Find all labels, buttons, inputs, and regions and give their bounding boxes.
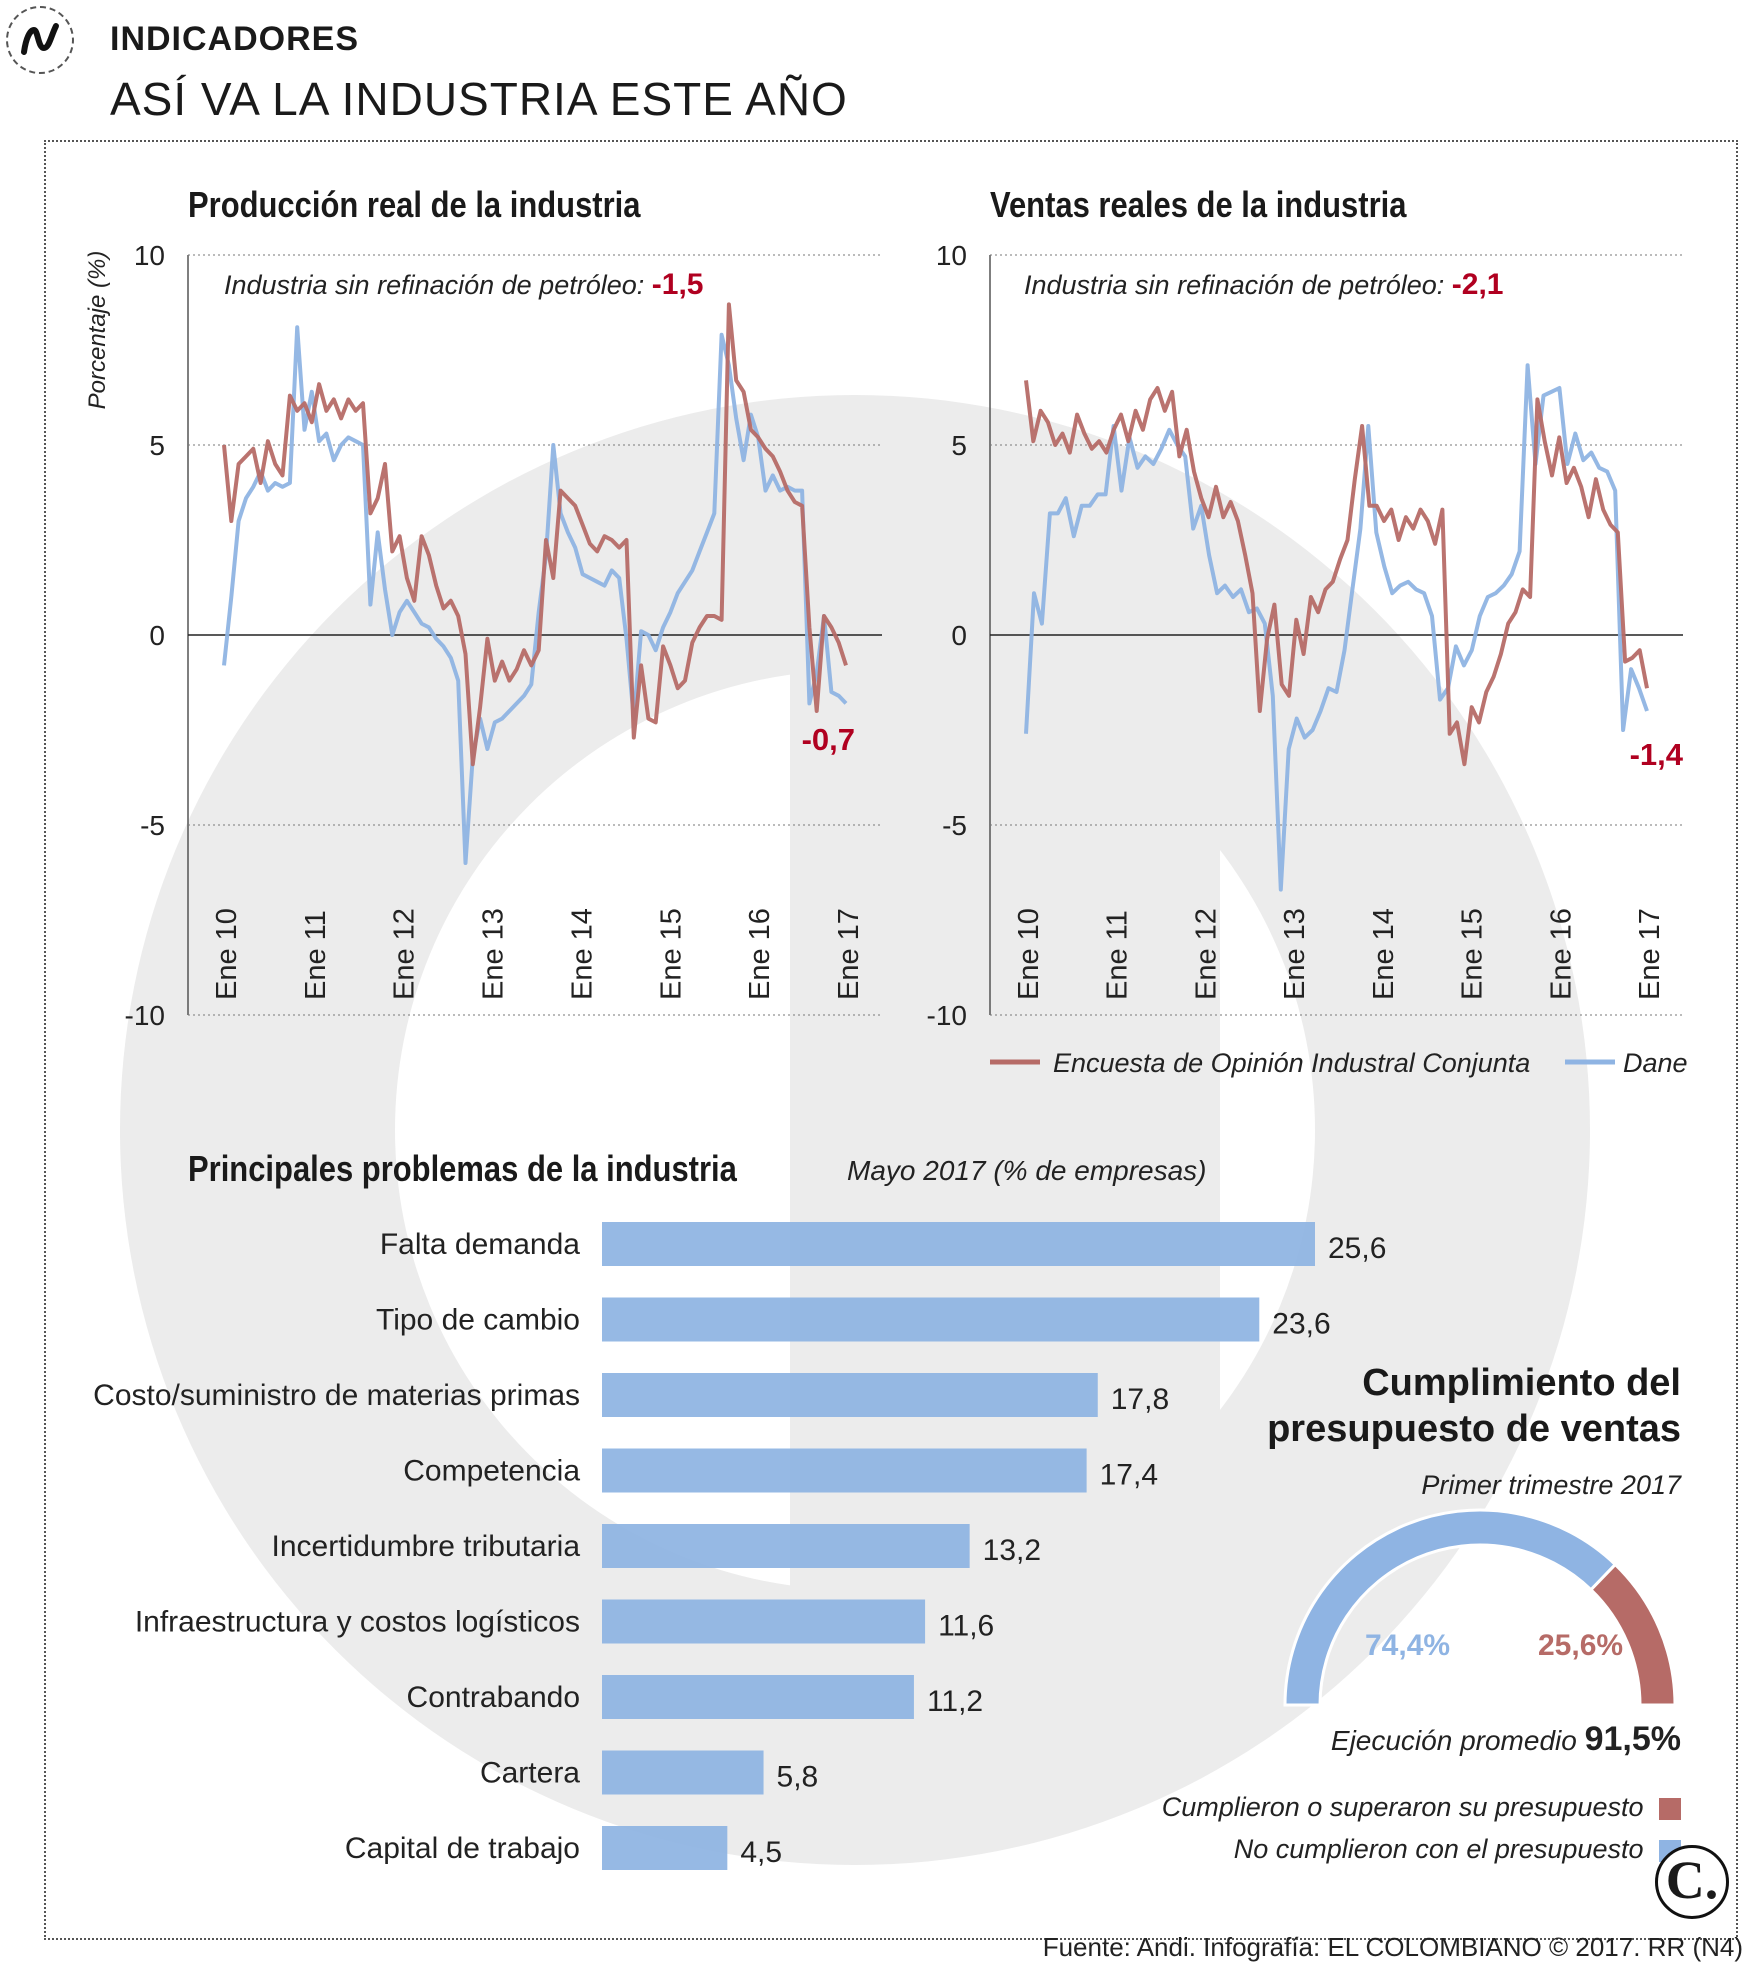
x-tick-label: Ene 12 (389, 908, 421, 1000)
x-tick-label: Ene 17 (833, 908, 865, 1000)
donut-execution-value: 91,5% (1584, 1720, 1681, 1758)
end-value-label: -0,7 (802, 722, 855, 757)
donut-legend-label-cumplieron: Cumplieron o superaron su presupuesto (1161, 1792, 1644, 1822)
bar-value-label: 4,5 (740, 1836, 782, 1869)
y-tick-label: -5 (942, 810, 967, 841)
legend-label-encuesta: Encuesta de Opinión Industral Conjunta (1053, 1048, 1530, 1078)
y-tick-label: -10 (927, 1000, 967, 1031)
annotation-value: -2,1 (1452, 268, 1504, 301)
annotation-text: Industria sin refinación de petróleo: -1… (224, 268, 703, 301)
content-frame (44, 140, 1738, 1940)
y-tick-label: 10 (134, 240, 165, 271)
bar-value-label: 17,8 (1111, 1383, 1169, 1416)
annotation-value: -1,5 (652, 268, 704, 301)
bar-value-label: 5,8 (777, 1761, 819, 1794)
bar (602, 1524, 970, 1568)
bar (602, 1599, 926, 1644)
y-tick-label: -5 (140, 810, 165, 841)
chart-title-produccion: Producción real de la industria (188, 184, 641, 225)
bar (602, 1222, 1315, 1266)
bar-category-label: Competencia (403, 1455, 580, 1488)
bar-category-label: Cartera (480, 1757, 580, 1790)
donut-title-line2: presupuesto de ventas (1267, 1408, 1681, 1450)
y-tick-label: 0 (149, 620, 165, 651)
bar-value-label: 23,6 (1272, 1308, 1330, 1341)
section-label: INDICADORES (110, 20, 360, 58)
bar (602, 1297, 1260, 1342)
bar-chart-problemas: Falta demanda 25,6 Tipo de cambio 23,6 Costo… (93, 1222, 1386, 1870)
x-tick-label: Ene 13 (1279, 908, 1311, 1000)
bar-category-label: Infraestructura y costos logísticos (135, 1606, 580, 1639)
end-value-label: -1,4 (1630, 737, 1684, 772)
series-line-encuesta (1024, 380, 1649, 767)
bar (602, 1373, 1098, 1417)
x-tick-label: Ene 11 (300, 910, 332, 1000)
bar-category-label: Capital de trabajo (345, 1832, 580, 1865)
donut-chart-presupuesto: 74,4% 25,6% (1283, 1508, 1677, 1707)
donut-title-line1: Cumplimiento del (1362, 1362, 1681, 1404)
donut-value-label-cumplieron: 25,6% (1538, 1629, 1623, 1662)
series-line-dane (222, 325, 848, 865)
x-tick-label: Ene 13 (478, 908, 510, 1000)
x-tick-label: Ene 10 (1013, 908, 1045, 1000)
bar (602, 1448, 1087, 1493)
section-logo-icon (6, 6, 74, 74)
x-tick-label: Ene 15 (1457, 908, 1489, 1000)
brand-logo-icon: C. (1655, 1845, 1729, 1919)
bar-category-label: Falta demanda (380, 1228, 580, 1261)
bar-chart-subtitle: Mayo 2017 (% de empresas) (847, 1155, 1207, 1186)
x-tick-label: Ene 15 (655, 908, 687, 1000)
donut-slice-cumplieron (1588, 1562, 1677, 1707)
x-tick-label: Ene 16 (744, 908, 776, 1000)
series-line-encuesta (222, 302, 848, 767)
annotation-text: Industria sin refinación de petróleo: -2… (1024, 268, 1503, 301)
y-tick-label: 5 (149, 430, 165, 461)
series-line-dane (1024, 363, 1649, 892)
bar (602, 1675, 914, 1719)
x-tick-label: Ene 10 (211, 908, 243, 1000)
bar-value-label: 17,4 (1100, 1459, 1158, 1492)
donut-subtitle: Primer trimestre 2017 (1421, 1470, 1681, 1500)
bar-category-label: Costo/suministro de materias primas (93, 1379, 580, 1412)
bar-value-label: 11,6 (938, 1610, 994, 1643)
x-tick-label: Ene 16 (1545, 908, 1577, 1000)
x-tick-label: Ene 11 (1102, 910, 1134, 1000)
donut-execution: Ejecución promedio 91,5% (1331, 1720, 1681, 1759)
footer-credit: Fuente: Andi. Infografía: EL COLOMBIANO … (1042, 1932, 1743, 1962)
bar (602, 1826, 728, 1870)
x-tick-label: Ene 14 (566, 908, 598, 1000)
donut-title: Cumplimiento del presupuesto de ventas (1267, 1360, 1681, 1452)
y-tick-label: 10 (936, 240, 967, 271)
x-tick-label: Ene 12 (1190, 908, 1222, 1000)
legend-label-dane: Dane (1623, 1048, 1688, 1078)
donut-legend-swatch-cumplieron (1659, 1797, 1681, 1820)
y-tick-label: 0 (951, 620, 967, 651)
y-tick-label: 5 (951, 430, 967, 461)
line-chart-ventas: 10 5 0 -5 -10 Industria sin refinación de pet… (927, 240, 1684, 1031)
y-axis-label: Porcentaje (%) (84, 251, 111, 410)
bar-value-label: 11,2 (927, 1685, 983, 1718)
bar-chart-title: Principales problemas de la industria (188, 1148, 737, 1189)
page-title: ASÍ VA LA INDUSTRIA ESTE AÑO (110, 73, 848, 125)
donut-slice-nocumplieron (1283, 1508, 1618, 1707)
donut-execution-label: Ejecución promedio (1330, 1725, 1577, 1756)
bar-category-label: Contrabando (407, 1681, 580, 1714)
bar (602, 1750, 764, 1795)
line-legend: Encuesta de Opinión Industral Conjunta D… (990, 1048, 1688, 1078)
bar-category-label: Tipo de cambio (376, 1304, 580, 1337)
line-chart-produccion: 10 5 0 -5 -10 Porcentaje (%) Industria sin ref… (84, 240, 882, 1031)
y-tick-label: -10 (125, 1000, 165, 1031)
x-tick-label: Ene 17 (1634, 908, 1666, 1000)
donut-legend-item-cumplieron: Cumplieron o superaron su presupuesto (1162, 1792, 1681, 1823)
donut-value-label-nocumplieron: 74,4% (1365, 1629, 1450, 1662)
x-tick-label: Ene 14 (1368, 908, 1400, 1000)
bar-value-label: 13,2 (983, 1534, 1041, 1567)
donut-legend-label-nocumplieron: No cumplieron con el presupuesto (1233, 1834, 1644, 1864)
donut-legend-item-nocumplieron: No cumplieron con el presupuesto (1234, 1834, 1681, 1865)
bar-category-label: Incertidumbre tributaria (272, 1530, 581, 1563)
chart-title-ventas: Ventas reales de la industria (990, 184, 1407, 225)
bar-value-label: 25,6 (1328, 1232, 1386, 1265)
